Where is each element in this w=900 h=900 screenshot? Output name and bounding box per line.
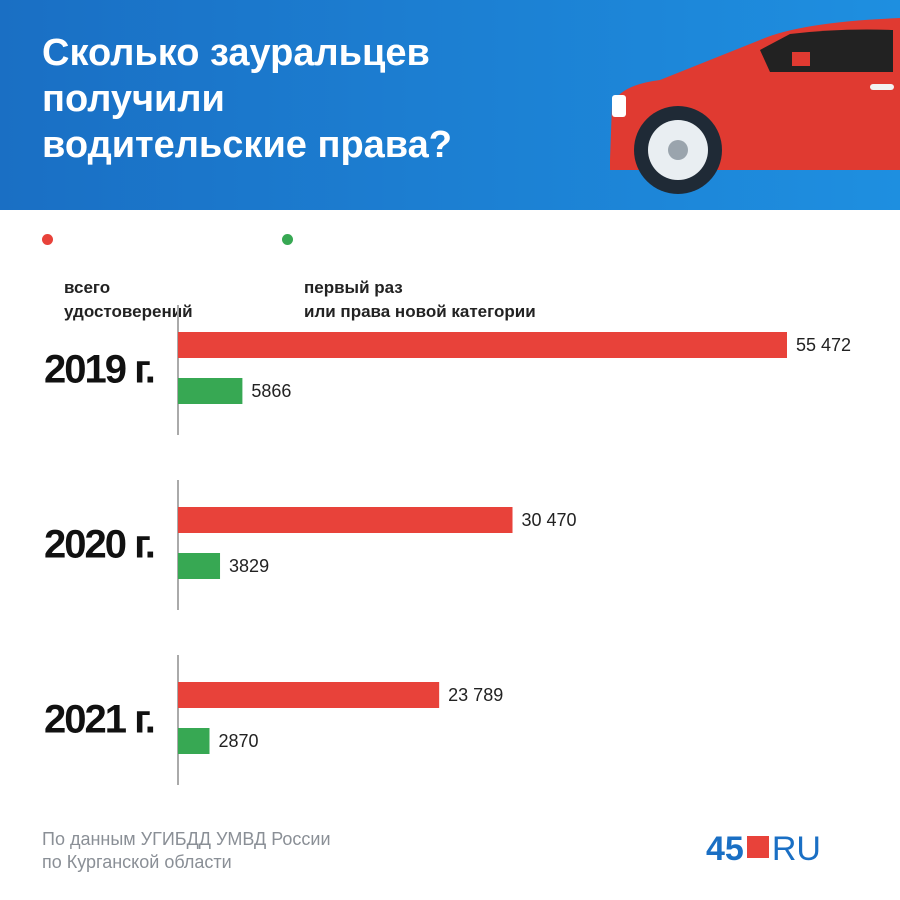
category-label: 2020 г. (44, 523, 154, 567)
chart-title: Сколько зауральцев получили водительские… (42, 32, 453, 166)
logo-square (746, 836, 769, 858)
category-label: 2019 г. (44, 348, 154, 392)
value-label: 55 472 (796, 335, 851, 355)
value-label: 30 470 (522, 510, 577, 530)
header: Сколько зауральцев получили водительские… (0, 0, 900, 210)
bar (178, 507, 513, 533)
value-label: 2870 (219, 731, 259, 751)
legend-item: первый раз или права новой категории (282, 228, 536, 324)
legend-swatch (42, 234, 53, 245)
legend-label: всего удостоверений (64, 278, 193, 321)
bar (178, 378, 243, 404)
value-label: 3829 (229, 556, 269, 576)
legend-item: всего удостоверений (42, 228, 193, 324)
bar (178, 728, 210, 754)
logo: 45 RU (706, 830, 821, 869)
logo-text: RU (771, 830, 821, 868)
bar (178, 553, 221, 579)
legend-label: первый раз или права новой категории (304, 278, 536, 321)
bar (178, 682, 440, 708)
category-label: 2021 г. (44, 698, 154, 742)
value-label: 23 789 (448, 685, 503, 705)
logo-number: 45 (706, 830, 744, 868)
car-illustration (610, 18, 900, 194)
chart: 2019 г. 55 472 5866 2020 г. 30 470 3829 2021 г… (44, 305, 851, 785)
legend-swatch (282, 234, 293, 245)
value-label: 5866 (251, 381, 291, 401)
bar (178, 332, 787, 358)
source-note: По данным УГИБДД УМВД России по Курганск… (42, 829, 331, 872)
